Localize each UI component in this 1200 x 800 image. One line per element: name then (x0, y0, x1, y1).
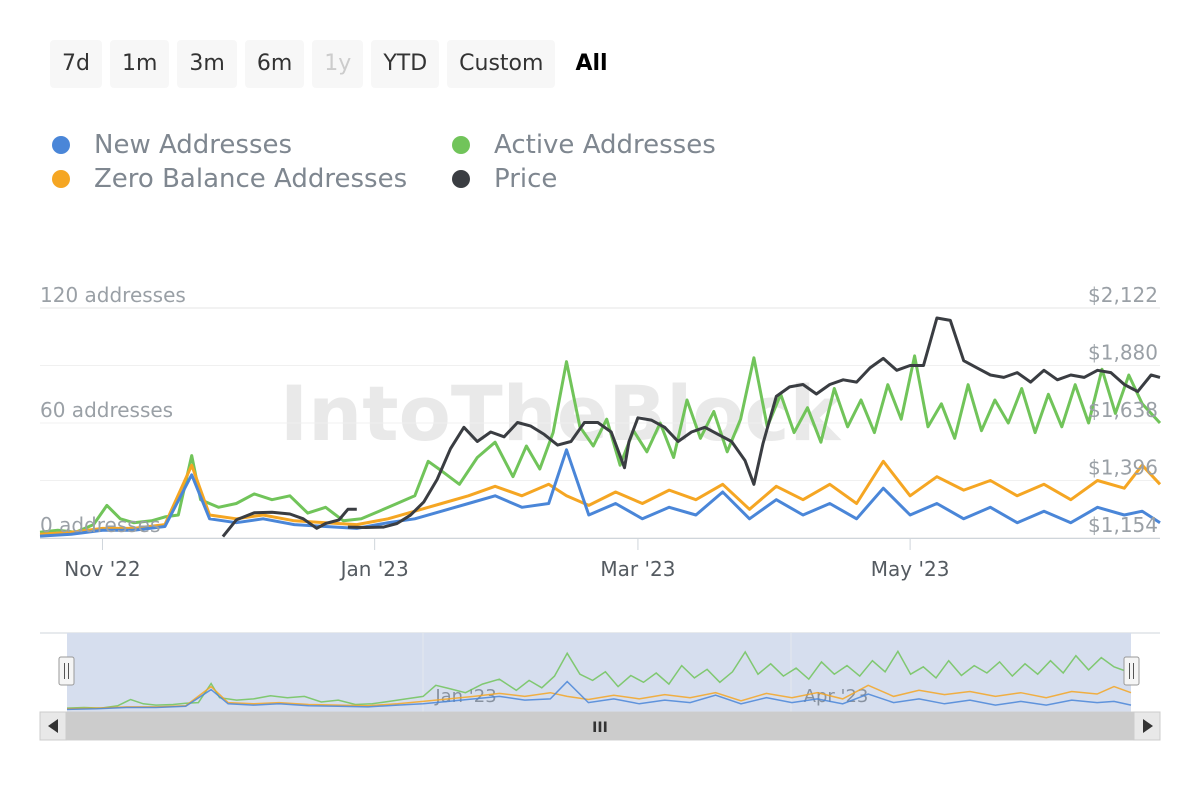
y-right-tick-label: $1,154 (1088, 513, 1158, 537)
scrollbar-thumb[interactable] (66, 712, 1134, 740)
series-line-new-addresses (39, 448, 1161, 538)
legend-item-active-addresses[interactable]: Active Addresses (452, 130, 716, 160)
range-button-3m[interactable]: 3m (177, 40, 237, 88)
range-button-ytd[interactable]: YTD (371, 40, 440, 88)
y-right-tick-label: $1,880 (1088, 341, 1158, 365)
legend-item-new-addresses[interactable]: New Addresses (52, 130, 292, 160)
x-axis-tick-label: Jan '23 (339, 557, 409, 581)
y-axis-left: 0 addresses 60 addresses 120 addresses (40, 283, 186, 537)
x-axis-tick-label: May '23 (871, 557, 950, 581)
range-button-all[interactable]: All (575, 51, 608, 76)
scrollbar-grip-icon: III (592, 720, 608, 736)
series-line-price (221, 507, 357, 538)
navigator-series (66, 649, 1132, 711)
range-button-7d[interactable]: 7d (50, 40, 102, 88)
x-axis: Nov '22 Jan '23 Mar '23 May '23 (40, 538, 1160, 581)
y-left-tick-label: 120 addresses (40, 283, 186, 307)
range-selector: 7d 1m 3m 6m 1y YTD Custom All (50, 40, 620, 88)
legend-label: Zero Balance Addresses (94, 164, 408, 194)
x-axis-tick-label: Mar '23 (600, 557, 675, 581)
x-axis-tick-label: Nov '22 (64, 557, 140, 581)
y-right-tick-label: $1,638 (1088, 398, 1158, 422)
series-line-zero-balance-addresses (39, 459, 1162, 536)
range-button-custom[interactable]: Custom (447, 40, 556, 88)
navigator-right-handle[interactable] (1123, 656, 1140, 686)
legend-marker (52, 136, 70, 154)
range-button-1y: 1y (312, 40, 364, 88)
navigator-line-active-addresses (66, 649, 1132, 709)
navigator-left-handle[interactable] (58, 656, 75, 686)
range-button-6m[interactable]: 6m (244, 40, 305, 88)
legend-label: New Addresses (94, 130, 293, 160)
scrollbar[interactable]: III (39, 711, 1161, 741)
legend-item-price[interactable]: Price (452, 164, 557, 194)
legend-label: Price (494, 164, 558, 194)
y-right-tick-label: $2,122 (1088, 283, 1158, 307)
navigator-line-new-addresses (66, 680, 1132, 711)
y-right-tick-label: $1,396 (1088, 456, 1158, 480)
navigator[interactable]: Jan '23 Apr '23 (40, 632, 1160, 712)
navigator-line-zero-balance-addresses (66, 684, 1132, 710)
y-left-tick-label: 60 addresses (40, 398, 173, 422)
range-button-1m[interactable]: 1m (109, 40, 170, 88)
legend-marker (452, 170, 470, 188)
legend-item-zero-balance-addresses[interactable]: Zero Balance Addresses (52, 164, 407, 194)
y-left-tick-label: 0 addresses (40, 513, 160, 537)
legend-label: Active Addresses (494, 130, 716, 160)
legend-marker (52, 170, 70, 188)
arrow-left-icon (48, 719, 58, 733)
plot-series (39, 316, 1162, 538)
y-axis-right: $1,154 $1,396 $1,638 $1,880 $2,122 (1088, 283, 1158, 537)
series-line-price (347, 316, 1161, 529)
series-line-active-addresses (39, 354, 1162, 534)
legend-marker (452, 136, 470, 154)
arrow-right-icon (1143, 719, 1153, 733)
